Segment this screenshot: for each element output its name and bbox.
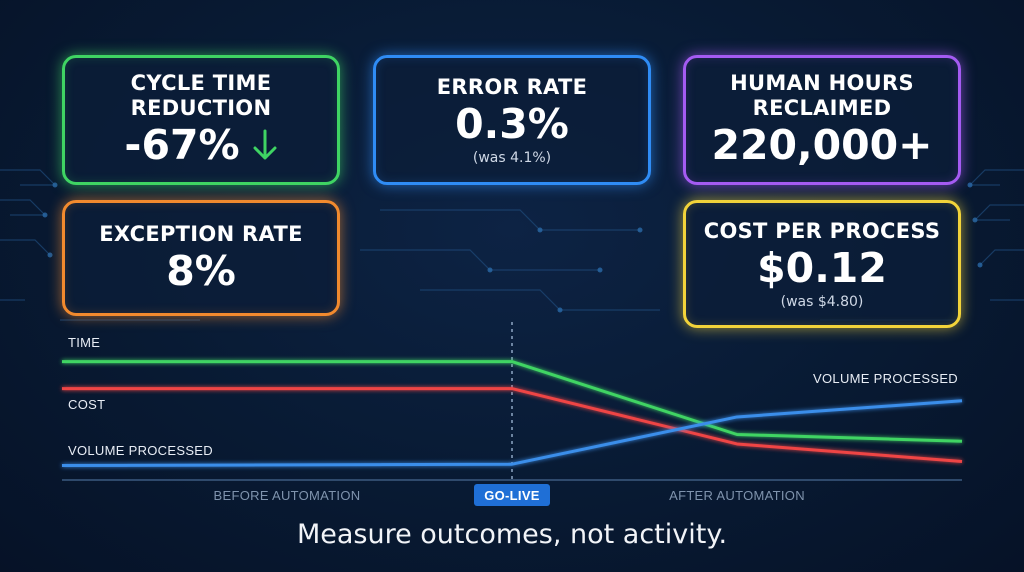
go-live-badge: [474, 484, 550, 506]
exception-rate-card: EXCEPTION RATE 8%: [62, 200, 340, 316]
human-hours-title-line1: HUMAN HOURS: [730, 71, 914, 95]
series-line-time: [62, 360, 963, 443]
x-label-go-live: GO-LIVE: [484, 488, 540, 503]
cycle-time-card: CYCLE TIME REDUCTION -67%: [62, 55, 340, 185]
series-label-volume-processed: VOLUME PROCESSED: [813, 371, 958, 386]
error-rate-sub: (was 4.1%): [472, 149, 552, 166]
cost-per-process-sub: (was $4.80): [780, 293, 864, 310]
cycle-time-value-row: -67%: [124, 121, 277, 169]
exception-rate-title: EXCEPTION RATE: [99, 221, 303, 246]
down-arrow-icon: [252, 128, 278, 162]
series-label-volume-processed: VOLUME PROCESSED: [68, 443, 213, 458]
error-rate-value: 0.3%: [455, 99, 569, 148]
cycle-time-title-line2: REDUCTION: [130, 96, 272, 120]
x-label-before-automation: BEFORE AUTOMATION: [214, 488, 361, 503]
exception-rate-value: 8%: [166, 246, 236, 295]
series-label-cost: COST: [68, 397, 105, 412]
series-line-cost: [62, 387, 963, 463]
error-rate-title: ERROR RATE: [436, 74, 588, 99]
human-hours-card: HUMAN HOURS RECLAIMED 220,000+: [683, 55, 961, 185]
series-label-time: TIME: [68, 335, 100, 350]
cost-per-process-card: COST PER PROCESS $0.12 (was $4.80): [683, 200, 961, 328]
series-line-volume-processed: [61, 399, 963, 468]
cycle-time-title-line1: CYCLE TIME: [130, 71, 272, 95]
x-label-after-automation: AFTER AUTOMATION: [669, 488, 805, 503]
error-rate-card: ERROR RATE 0.3% (was 4.1%): [373, 55, 651, 185]
cost-per-process-title: COST PER PROCESS: [703, 218, 941, 243]
cycle-time-value: -67%: [124, 121, 240, 169]
human-hours-title-line2: RECLAIMED: [752, 96, 892, 120]
cost-per-process-value: $0.12: [757, 243, 887, 292]
human-hours-value: 220,000+: [711, 121, 933, 169]
tagline: Measure outcomes, not activity.: [296, 519, 728, 550]
